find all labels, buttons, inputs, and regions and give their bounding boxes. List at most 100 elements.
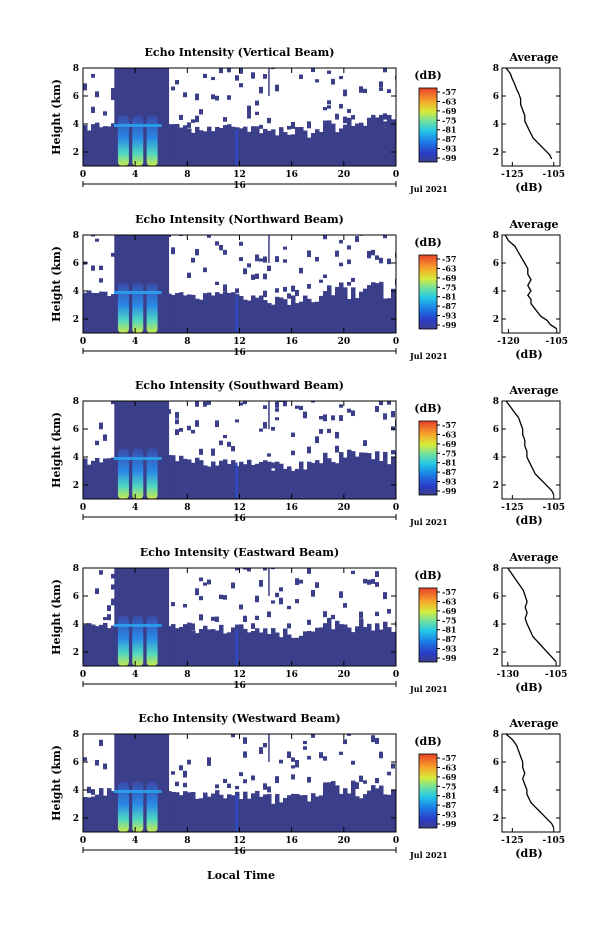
heatmap-cell <box>355 782 359 790</box>
heatmap-cell <box>291 121 295 129</box>
heatmap-cell <box>391 411 395 418</box>
heatmap-cell <box>335 463 340 499</box>
heatmap-cell <box>187 128 192 166</box>
heatmap-cell <box>183 295 188 333</box>
heatmap-cell <box>299 635 304 666</box>
heatmap-cell <box>111 791 116 832</box>
heatmap-cell <box>211 295 216 333</box>
heatmap-cell <box>255 254 259 262</box>
profile-y-tick-label: 4 <box>493 287 499 297</box>
plume-band <box>142 457 162 460</box>
heatmap-cell <box>223 117 227 122</box>
x-tick-label: 20 <box>338 337 351 347</box>
plume-band <box>142 291 162 294</box>
plume-band <box>128 124 148 127</box>
heatmap-cell <box>307 801 312 832</box>
heatmap-cell <box>175 792 180 832</box>
colorbar-tick-label: -87 <box>442 634 456 644</box>
heatmap-cell <box>231 292 236 333</box>
heatmap-cell <box>391 789 396 832</box>
heatmap-cell <box>379 401 383 406</box>
heatmap-cell <box>355 298 360 333</box>
panel-3: Echo Intensity (Eastward Beam) Height (km… <box>50 546 567 694</box>
x-tick-label: 12 <box>233 670 246 680</box>
x-tick-label: 16 <box>285 670 298 680</box>
heatmap-cell <box>283 246 287 250</box>
heatmap-cell <box>263 128 268 166</box>
plume-2 <box>146 115 158 166</box>
colorbar <box>418 87 438 163</box>
x-tick-label: 16 <box>285 170 298 180</box>
heatmap-cell <box>347 627 352 666</box>
heatmap-cell <box>359 798 364 832</box>
heatmap-cell <box>307 446 311 454</box>
heatmap-cell <box>203 582 207 586</box>
heatmap-cell <box>239 799 244 832</box>
colorbar-tick-label: -99 <box>442 486 457 496</box>
heatmap-cell <box>243 615 247 622</box>
colorbar-tick-label: -75 <box>442 282 456 292</box>
heatmap-cell <box>219 244 223 251</box>
profile-frame <box>501 234 561 334</box>
heatmap-cell <box>207 796 212 832</box>
heatmap-cell <box>383 121 387 128</box>
colorbar-tick-label: -63 <box>442 263 457 273</box>
heatmap-cell <box>203 131 208 166</box>
y-axis-label: Height (km) <box>50 79 63 155</box>
streak <box>268 568 270 596</box>
heatmap-cell <box>231 795 236 832</box>
heatmap-cell <box>315 460 320 499</box>
x-tick-label: 0 <box>393 337 399 347</box>
colorbar-tick-label: -75 <box>442 615 456 625</box>
profile-y-tick-label: 8 <box>493 564 499 574</box>
heatmap-cell <box>263 783 267 790</box>
profile-y-tick-label: 2 <box>493 315 499 325</box>
heatmap-cell <box>87 797 92 832</box>
heatmap-cell <box>243 751 247 758</box>
heatmap-cell <box>375 788 380 832</box>
heatmap-cell <box>247 105 251 113</box>
heatmap-cell <box>363 440 367 446</box>
heatmap-cell <box>283 401 287 407</box>
x-tick-label: 20 <box>338 170 351 180</box>
heatmap-cell <box>227 441 231 447</box>
heatmap-cell <box>339 282 344 333</box>
heatmap-cell <box>299 579 303 584</box>
heatmap-cell <box>227 293 232 333</box>
heatmap-cell <box>103 434 107 441</box>
heatmap-cell <box>343 287 348 333</box>
heatmap-cell <box>231 582 235 589</box>
heatmap-cell <box>195 588 199 596</box>
heatmap-cell <box>175 429 179 436</box>
heatmap-cell <box>195 115 199 123</box>
heatmap-cell <box>179 795 184 832</box>
heatmap-cell <box>199 449 203 455</box>
heatmap-cell <box>279 297 284 333</box>
heatmap-cell <box>251 126 256 166</box>
heatmap-cell <box>195 633 200 666</box>
y-tick-label: 4 <box>73 453 79 463</box>
heatmap-cell <box>235 75 239 81</box>
heatmap-cell <box>183 770 187 778</box>
heatmap-cell <box>227 95 231 100</box>
heatmap-cell <box>319 279 323 283</box>
heatmap-cell <box>251 72 255 79</box>
profile-title: Average <box>508 218 558 231</box>
plume-band <box>113 457 133 460</box>
heatmap-cell <box>315 582 319 588</box>
profile-y-tick-label: 6 <box>493 758 499 768</box>
heatmap-cell <box>351 115 355 120</box>
heatmap-cell <box>207 466 212 499</box>
heatmap-cell <box>323 274 327 279</box>
x-tick-label: 8 <box>184 503 190 513</box>
heatmap-cell <box>267 453 271 457</box>
heatmap-cell <box>303 130 308 166</box>
heatmap-cell <box>187 459 192 499</box>
heatmap-cell <box>171 124 176 166</box>
heatmap-cell <box>91 796 96 832</box>
heatmap-cell <box>303 740 307 745</box>
heatmap-cell <box>271 628 276 666</box>
plume-band <box>113 790 133 793</box>
heatmap-cell <box>99 278 103 283</box>
profile-x-tick-label: -105 <box>543 503 566 513</box>
